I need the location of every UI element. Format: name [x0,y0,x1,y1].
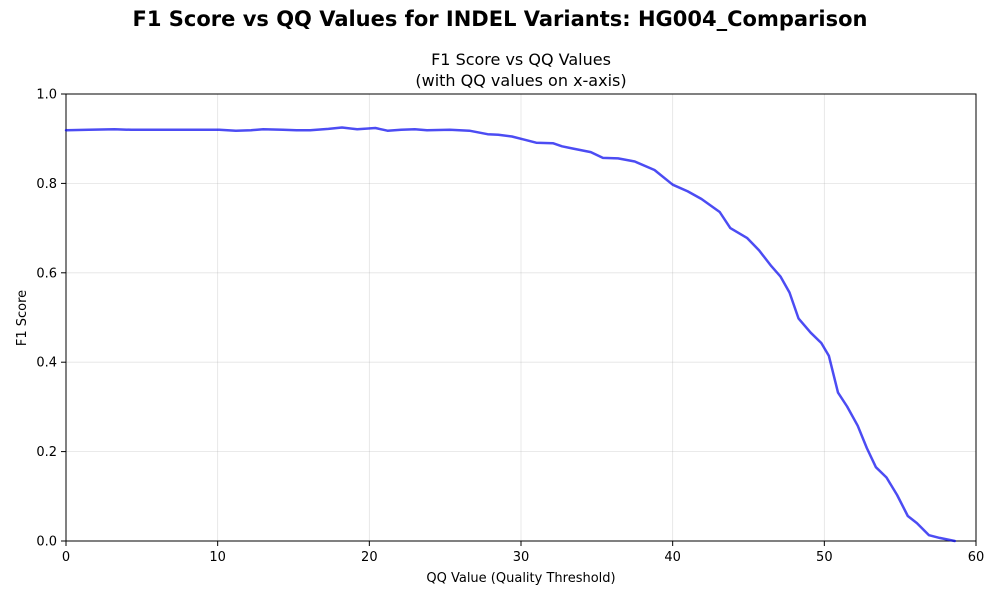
chart-subtitle: (with QQ values on x-axis) [415,71,626,90]
figure-suptitle: F1 Score vs QQ Values for INDEL Variants… [132,7,868,31]
axis-ticks: 0 10 20 30 40 50 60 0.0 0.2 0.4 0.6 0.8 1.0 [36,88,984,566]
x-tick-label: 20 [361,550,378,565]
y-tick-label: 0.4 [36,356,57,371]
x-tick-label: 40 [664,550,681,565]
y-tick-label: 1.0 [36,88,57,103]
y-axis-label: F1 Score [15,290,30,346]
series-layer [64,126,957,543]
y-tick-label: 0.2 [36,445,57,460]
y-tick-label: 0.8 [36,177,57,192]
chart-title: F1 Score vs QQ Values [431,50,611,69]
x-tick-label: 30 [513,550,530,565]
y-tick-label: 0.6 [36,266,57,281]
x-axis-label: QQ Value (Quality Threshold) [426,571,615,586]
x-tick-label: 10 [209,550,226,565]
x-tick-label: 60 [968,550,985,565]
series-line [64,126,957,543]
y-tick-label: 0.0 [36,535,57,550]
x-tick-label: 0 [62,550,70,565]
grid [65,93,977,542]
x-tick-label: 50 [816,550,833,565]
